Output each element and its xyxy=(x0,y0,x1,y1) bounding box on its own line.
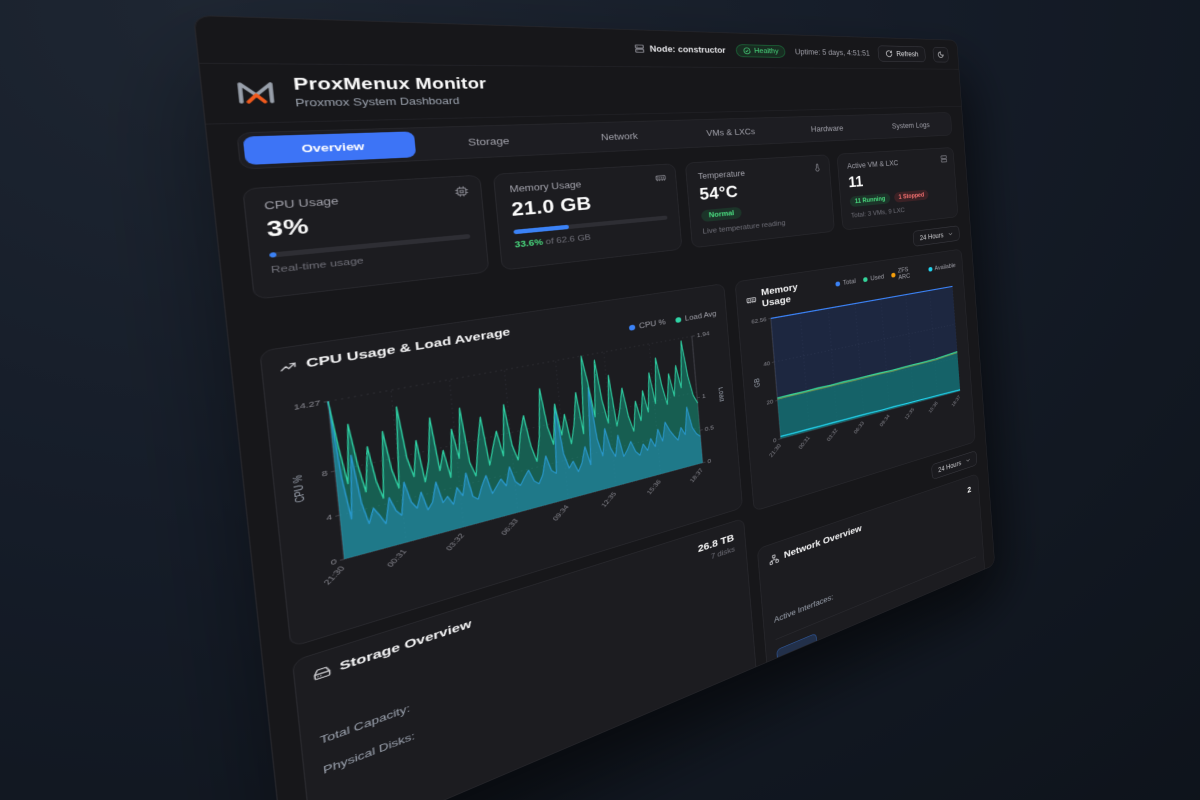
memory-icon xyxy=(655,173,667,184)
memory-area-chart: 21:30 00:31 03:32 06:33 09:34 12:35 15:36 18:37… xyxy=(751,277,968,459)
memory-chart-card: Memory Usage Total Used ZFS ARC Available 2… xyxy=(734,248,976,512)
node-label: Node: constructor xyxy=(649,43,726,55)
svg-text:0: 0 xyxy=(707,458,711,466)
moon-icon xyxy=(937,51,944,59)
health-label: Healthy xyxy=(753,46,779,55)
dashboard-panel: Node: constructor Healthy Uptime: 5 days… xyxy=(193,15,995,800)
server-icon xyxy=(634,43,645,53)
refresh-button[interactable]: Refresh xyxy=(877,45,926,62)
svg-text:15:36: 15:36 xyxy=(928,400,939,414)
svg-text:Load: Load xyxy=(717,386,726,402)
legend-item-used: Used xyxy=(863,273,884,283)
tab-overview[interactable]: Overview xyxy=(242,131,416,166)
node-info: Node: constructor xyxy=(634,43,726,55)
time-range-select[interactable]: 24 Hours xyxy=(912,225,960,247)
tab-network[interactable]: Network xyxy=(600,130,639,143)
right-column: Memory Usage Total Used ZFS ARC Available 2… xyxy=(734,248,989,715)
svg-text:0: 0 xyxy=(330,557,337,567)
tab-system-logs[interactable]: System Logs xyxy=(891,120,930,131)
app-title: ProxMenux Monitor xyxy=(292,75,488,94)
cpu-icon xyxy=(454,185,469,197)
proxmenux-logo-icon xyxy=(230,75,281,110)
svg-text:GB: GB xyxy=(754,377,762,388)
svg-text:1.94: 1.94 xyxy=(697,330,710,339)
check-circle-icon xyxy=(743,47,751,55)
svg-text:12:35: 12:35 xyxy=(600,491,618,509)
svg-text:12:35: 12:35 xyxy=(904,407,916,421)
svg-text:14.27: 14.27 xyxy=(293,399,321,412)
vm-running-badge: 11 Running xyxy=(849,193,891,208)
topbar: Node: constructor Healthy Uptime: 5 days… xyxy=(194,15,959,70)
svg-text:0.5: 0.5 xyxy=(705,424,715,433)
svg-text:06:33: 06:33 xyxy=(500,518,521,537)
svg-text:03:32: 03:32 xyxy=(826,427,839,442)
trending-up-icon xyxy=(278,359,298,375)
svg-text:18:37: 18:37 xyxy=(689,467,705,484)
health-badge: Healthy xyxy=(735,43,786,58)
svg-text:21:30: 21:30 xyxy=(322,565,347,586)
refresh-label: Refresh xyxy=(896,49,919,58)
svg-text:20: 20 xyxy=(766,399,773,407)
svg-text:0: 0 xyxy=(773,437,777,444)
svg-text:4: 4 xyxy=(326,513,333,523)
uptime-text: Uptime: 5 days, 4:51:51 xyxy=(794,47,870,58)
tab-vms-lxcs[interactable]: VMs & LXCs xyxy=(705,126,756,139)
legend-item-available: Available xyxy=(928,262,956,273)
svg-text:40: 40 xyxy=(763,360,770,368)
temperature-status-badge: Normal xyxy=(700,206,742,223)
svg-text:06:33: 06:33 xyxy=(853,420,866,435)
vm-stopped-badge: 1 Stopped xyxy=(893,189,929,203)
svg-text:09:34: 09:34 xyxy=(551,504,570,522)
active-vm-card: Active VM & LXC 11 11 Running 1 Stopped … xyxy=(836,147,959,231)
refresh-icon xyxy=(885,49,893,57)
memory-usage-card: Memory Usage 21.0 GB 33.6% of 62.6 GB xyxy=(492,163,683,271)
svg-text:8: 8 xyxy=(321,469,328,479)
vm-card-value: 11 xyxy=(847,173,864,191)
svg-text:09:34: 09:34 xyxy=(879,413,891,427)
hard-drive-icon xyxy=(313,664,332,683)
memory-icon xyxy=(746,294,757,306)
time-range-value: 24 Hours xyxy=(919,231,944,242)
svg-text:00:31: 00:31 xyxy=(385,548,408,569)
network-active-count: 2 xyxy=(966,484,972,496)
svg-text:15:36: 15:36 xyxy=(646,479,663,496)
servers-icon xyxy=(940,155,948,164)
left-column: CPU Usage & Load Average CPU % Load Avg 2… xyxy=(259,283,758,800)
tab-storage[interactable]: Storage xyxy=(467,135,510,148)
interface-badge xyxy=(776,632,818,666)
svg-text:00:31: 00:31 xyxy=(798,435,812,450)
time-range-value-2: 24 Hours xyxy=(937,458,962,475)
svg-text:62.56: 62.56 xyxy=(751,316,767,325)
main-grid: CPU Usage & Load Average CPU % Load Avg 2… xyxy=(259,248,989,800)
cpu-usage-card: CPU Usage 3% Real-time usage xyxy=(242,174,490,300)
svg-text:03:32: 03:32 xyxy=(444,532,466,552)
memory-card-value: 21.0 GB xyxy=(510,193,593,221)
theme-toggle-button[interactable] xyxy=(932,46,949,63)
network-title: Network Overview xyxy=(783,523,863,561)
temperature-card: Temperature 54°C Normal Live temperature… xyxy=(684,154,835,249)
chevron-down-icon xyxy=(965,456,971,464)
network-divider xyxy=(775,556,977,640)
app-subtitle: Proxmox System Dashboard xyxy=(294,95,460,109)
legend-item-total: Total xyxy=(835,278,856,288)
svg-text:CPU %: CPU % xyxy=(292,474,307,504)
svg-text:1: 1 xyxy=(702,393,706,400)
chevron-down-icon xyxy=(947,230,953,237)
svg-text:18:37: 18:37 xyxy=(951,394,962,407)
legend-item-zfs-arc: ZFS ARC xyxy=(891,264,922,282)
network-icon xyxy=(769,553,780,566)
svg-text:21:30: 21:30 xyxy=(768,443,782,459)
thermometer-icon xyxy=(813,163,822,173)
tab-hardware[interactable]: Hardware xyxy=(810,123,844,134)
storage-row-physical-disks: Physical Disks: xyxy=(322,729,416,777)
